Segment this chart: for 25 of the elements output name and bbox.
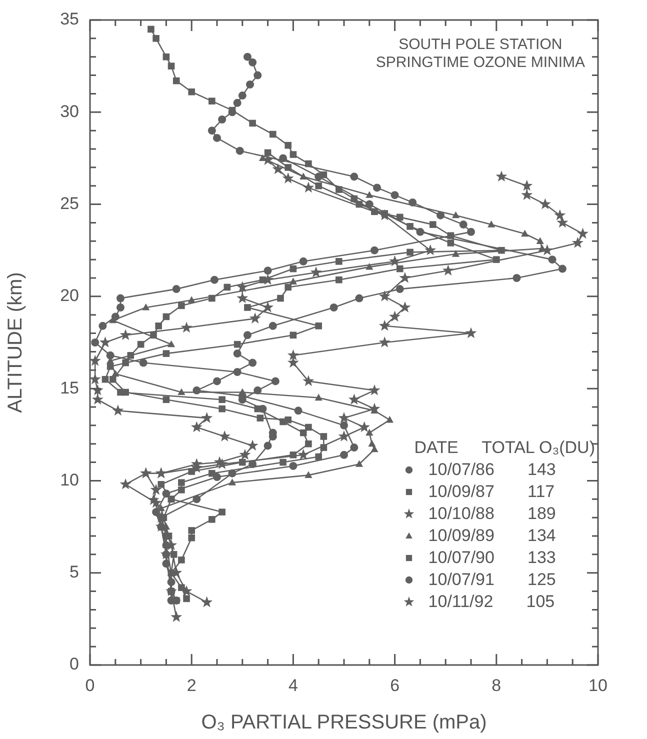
legend-label: 10/10/88 189 bbox=[428, 503, 556, 525]
y-tick-label: 35 bbox=[60, 10, 79, 29]
legend-label: 10/09/87 117 bbox=[428, 481, 555, 503]
y-tick-label: 0 bbox=[70, 654, 79, 674]
y-tick-label: 30 bbox=[60, 102, 79, 121]
x-tick-label: 4 bbox=[288, 676, 298, 695]
x-tick-label: 10 bbox=[588, 676, 608, 695]
y-tick-label: 15 bbox=[60, 378, 79, 398]
legend-label: 10/07/91 125 bbox=[428, 569, 556, 591]
legend-label: 10/09/89 134 bbox=[428, 525, 556, 547]
x-axis-title: O₃ PARTIAL PRESSURE (mPa) bbox=[201, 712, 487, 734]
y-tick-label: 20 bbox=[60, 286, 79, 306]
legend-title: DATE TOTAL O₃(DU) bbox=[413, 437, 595, 459]
legend-label: 10/07/86 143 bbox=[428, 459, 556, 481]
x-tick-label: 8 bbox=[492, 676, 502, 695]
y-tick-label: 5 bbox=[70, 562, 79, 582]
legend-label: 10/11/92 105 bbox=[428, 591, 555, 613]
y-axis-title: ALTITUDE (km) bbox=[4, 272, 27, 413]
x-tick-label: 6 bbox=[390, 676, 400, 695]
legend-label: 10/07/90 133 bbox=[428, 547, 556, 569]
text: SOUTH POLE STATION SPRINGTIME OZONE MINIMA bbox=[376, 36, 585, 72]
x-tick-label: 2 bbox=[186, 676, 196, 695]
x-tick-label: 0 bbox=[85, 676, 95, 695]
y-tick-label: 10 bbox=[60, 470, 79, 490]
y-tick-label: 25 bbox=[60, 194, 79, 213]
